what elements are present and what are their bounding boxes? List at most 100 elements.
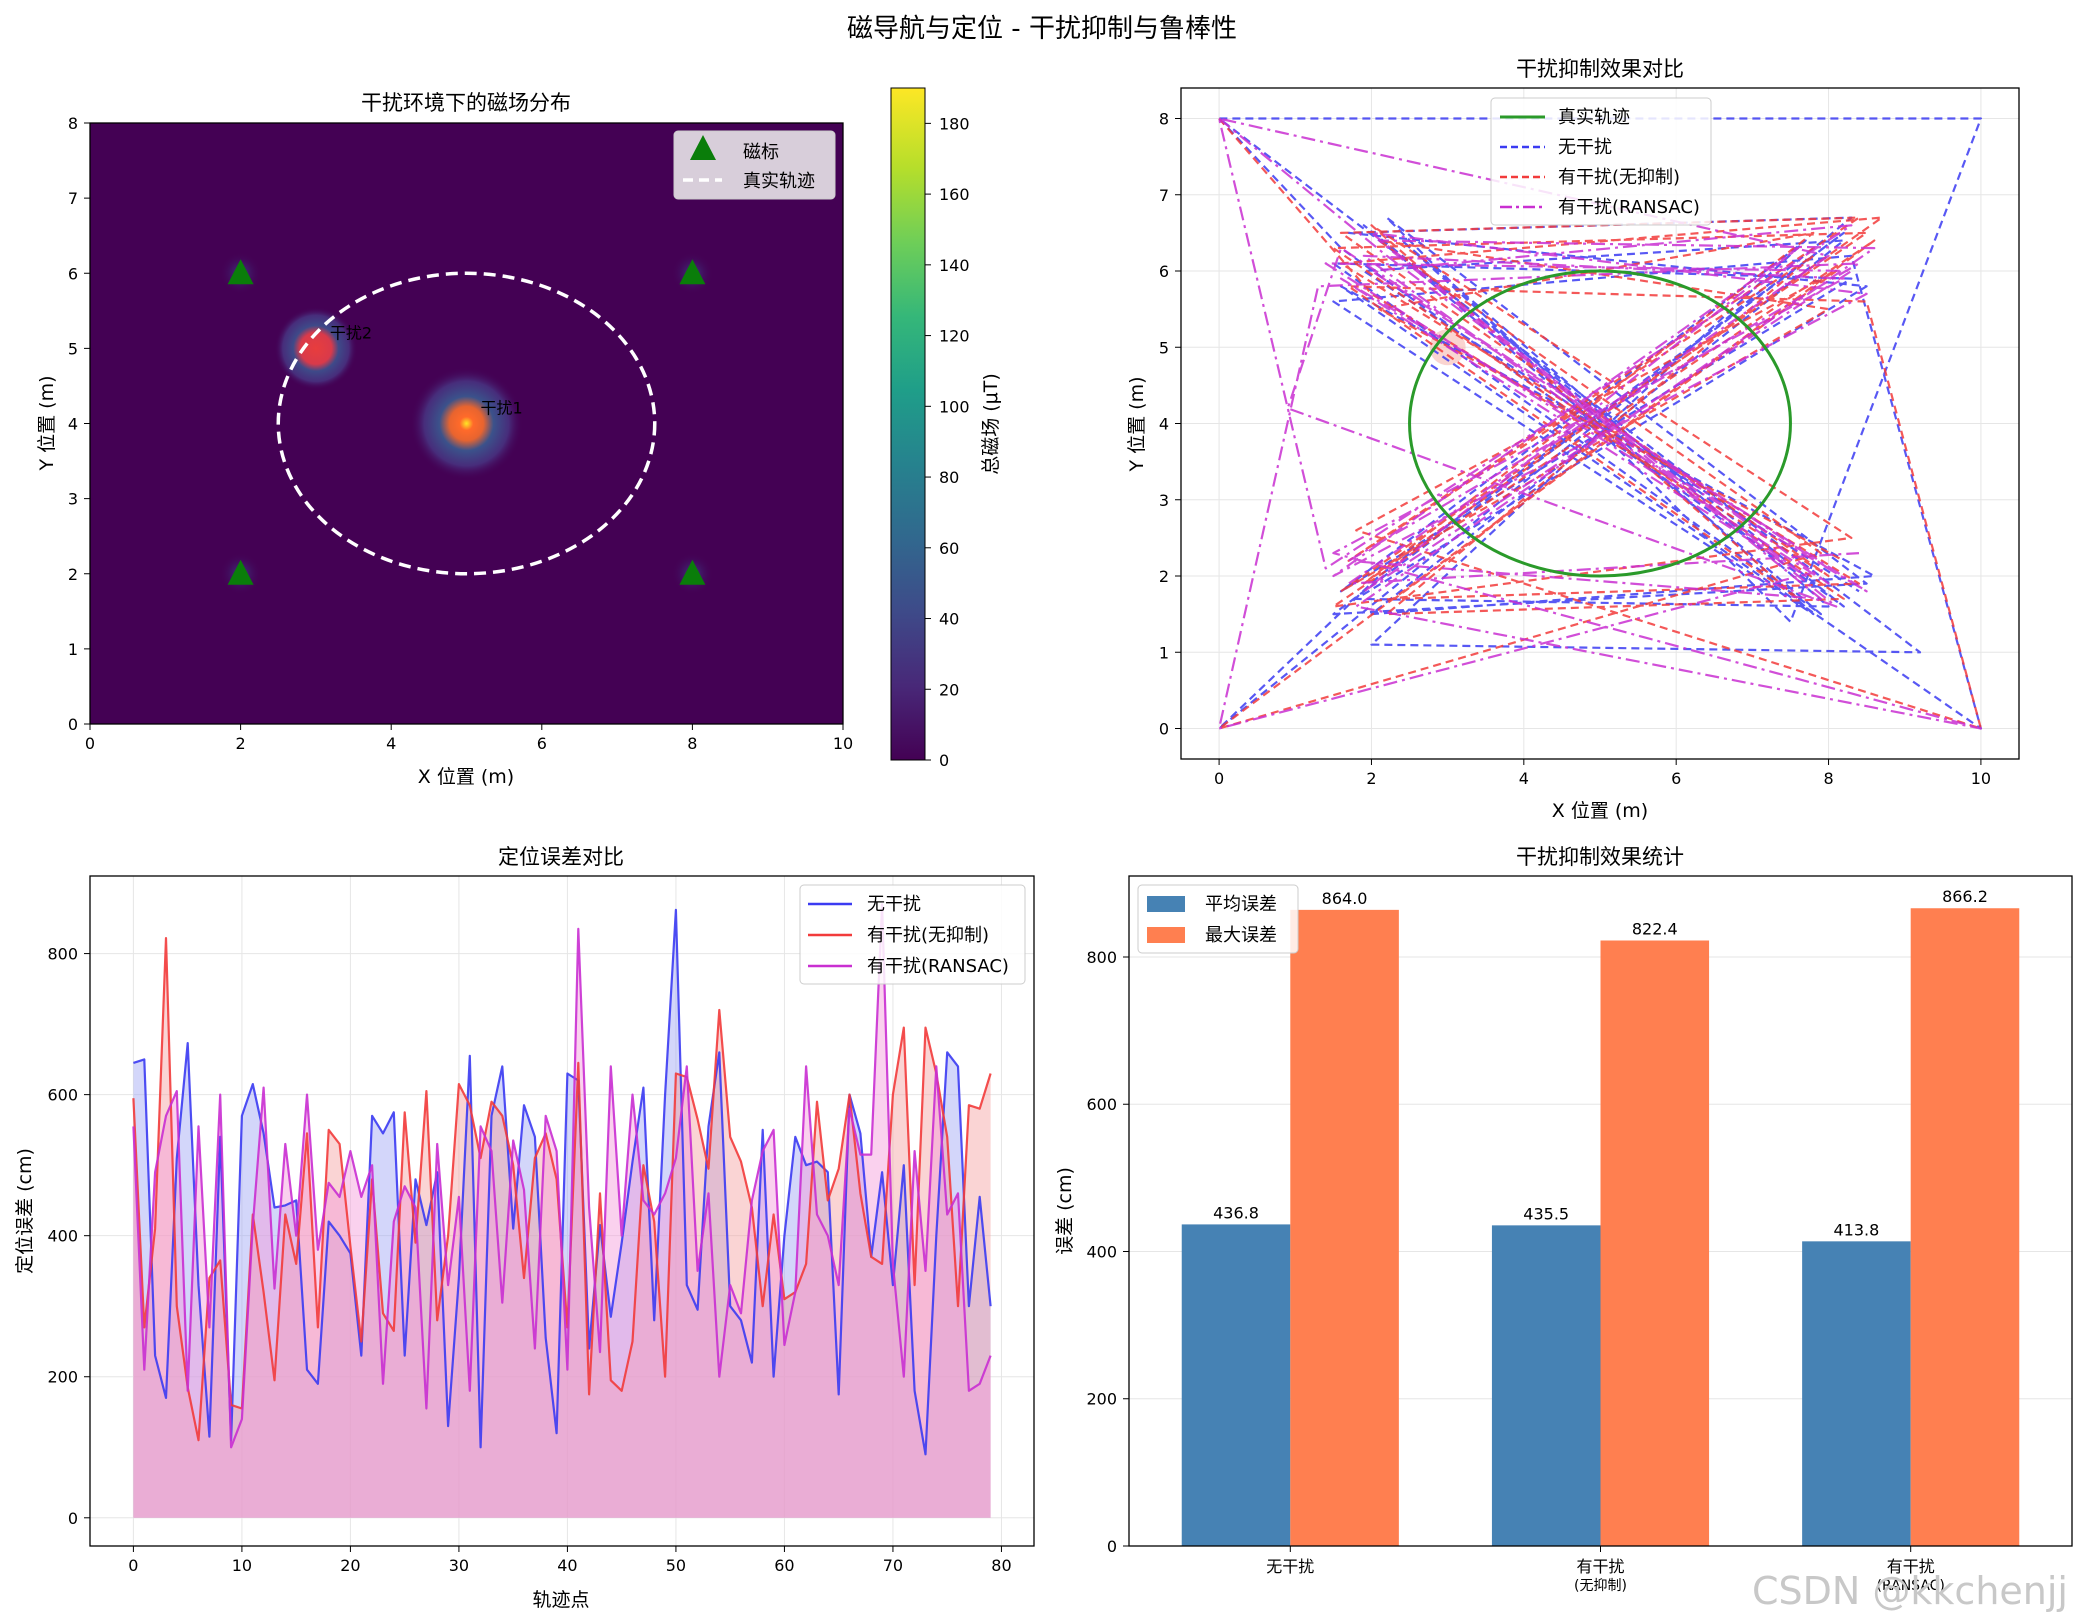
bar-mean-error [1181,1224,1291,1546]
interference-label: 干扰2 [330,323,372,342]
legend-red-label: 有干扰(无抑制) [1558,167,1680,188]
y-tick-label: 200 [1086,1390,1117,1409]
y-tick-label: 400 [1086,1242,1117,1261]
panel-trajectory-compare: 干扰抑制效果对比 0 2 4 6 8 10 0 1 2 3 4 5 6 7 8 X 位置 (m) Y 位置 … [1126,57,2020,822]
category-label-line: (RANSAC) [1877,1578,1945,1594]
interference-field [274,306,358,390]
legend-mean-swatch [1147,896,1185,912]
category-label: 有干扰 (RANSAC) [1877,1557,1945,1594]
x-tick-label: 2 [236,734,246,753]
trajectory-no-suppression [1217,117,1983,730]
panel4-ylabel: 误差 (cm) [1054,1167,1076,1255]
panel2-legend: 真实轨迹 无干扰 有干扰(无抑制) 有干扰(RANSAC) [1490,97,1712,226]
error-line-no-suppression-fill [133,938,991,1518]
colorbar-label: 总磁场 (μT) [980,373,1002,475]
y-tick-label: 400 [47,1227,78,1246]
x-tick-label: 80 [991,1556,1011,1575]
trajectory-no-interference [1217,117,1983,730]
legend-mean-label: 平均误差 [1205,894,1277,915]
legend-trajectory-label: 真实轨迹 [743,171,815,192]
colorbar-gradient [890,87,926,761]
colorbar-tick-label: 160 [939,185,970,204]
bar-max-error [1600,940,1710,1546]
colorbar-tick-label: 60 [939,539,959,558]
panel-error-stats: 干扰抑制效果统计 436.8 435.5413.8864.0822.4866.2 … [1054,845,2073,1594]
x-tick-label: 10 [833,734,853,753]
x-tick-label: 30 [449,1556,469,1575]
panel2-xlabel: X 位置 (m) [1552,800,1648,822]
panel1-title: 干扰环境下的磁场分布 [361,91,571,115]
category-label-line: (无抑制) [1574,1578,1627,1594]
colorbar-tick-label: 20 [939,680,959,699]
y-tick-label: 4 [1159,415,1169,434]
colorbar-tick-label: 120 [939,327,970,346]
category-label-line: 无干扰 [1266,1557,1314,1576]
x-tick-label: 4 [1519,769,1529,788]
colorbar: 0 20 40 60 80 100 120 140 160 180 总磁场 (μT) [890,87,1002,770]
interference-field [410,367,523,480]
legend-blue-label: 无干扰 [867,894,921,915]
panel2-ylabel: Y 位置 (m) [1126,376,1148,472]
y-tick-label: 7 [68,189,78,208]
x-tick-label: 40 [557,1556,577,1575]
y-tick-label: 4 [68,415,78,434]
colorbar-tick-label: 80 [939,468,959,487]
x-tick-label: 6 [1671,769,1681,788]
x-tick-label: 8 [1823,769,1833,788]
x-tick-label: 20 [340,1556,360,1575]
legend-box [1490,97,1712,226]
true-trajectory [1408,269,1792,578]
interference-label: 干扰1 [481,399,523,418]
y-tick-label: 3 [68,490,78,509]
error-line-no-interference-fill [133,909,991,1518]
beacon-marker [227,559,254,585]
panel3-legend: 无干扰 有干扰(无抑制) 有干扰(RANSAC) [799,884,1026,985]
legend-box [799,884,1026,985]
category-label-line: 有干扰 [1576,1557,1624,1576]
y-tick-label: 1 [68,640,78,659]
y-tick-label: 5 [68,339,78,358]
beacon-marker [227,259,254,285]
true-trajectory [276,271,657,576]
panel3-frame [89,875,1035,1547]
x-tick-label: 0 [85,734,95,753]
legend-beacon-label: 磁标 [743,142,779,163]
trajectory-ransac [1217,117,1983,730]
y-tick-label: 5 [1159,338,1169,357]
colorbar-tick-label: 100 [939,397,970,416]
y-tick-label: 8 [68,114,78,133]
colorbar-tick-label: 180 [939,114,970,133]
category-label-line: 有干扰 [1887,1557,1935,1576]
x-tick-label: 0 [1214,769,1224,788]
figure-title: 磁导航与定位 - 干扰抑制与鲁棒性 [847,14,1237,44]
bar-value-label: 822.4 [1632,919,1678,938]
panel4-legend: 平均误差 最大误差 [1137,884,1299,954]
y-tick-label: 2 [68,565,78,584]
bar-mean-error [1802,1241,1911,1546]
colorbar-tick-label: 0 [939,751,949,770]
panel4-title: 干扰抑制效果统计 [1516,845,1684,869]
beacon-legend-icon [690,135,716,160]
error-line-ransac-fill [133,904,991,1518]
beacon-marker [679,259,706,285]
panel1-legend: 磁标 真实轨迹 [673,130,836,200]
panel3-ylabel: 定位误差 (cm) [14,1148,36,1274]
bar-max-error [1910,908,2020,1546]
y-tick-label: 1 [1159,643,1169,662]
y-tick-label: 6 [1159,262,1169,281]
x-tick-label: 50 [666,1556,686,1575]
y-tick-label: 7 [1159,186,1169,205]
legend-red-label: 有干扰(无抑制) [867,925,989,946]
y-tick-label: 0 [1107,1537,1117,1556]
y-tick-label: 800 [1086,948,1117,967]
panel2-title: 干扰抑制效果对比 [1516,57,1684,81]
bar-value-label: 866.2 [1942,887,1988,906]
bar-max-error [1290,909,1399,1546]
y-tick-label: 0 [68,1509,78,1528]
x-tick-label: 4 [386,734,396,753]
legend-box [673,130,836,200]
x-tick-label: 6 [537,734,547,753]
